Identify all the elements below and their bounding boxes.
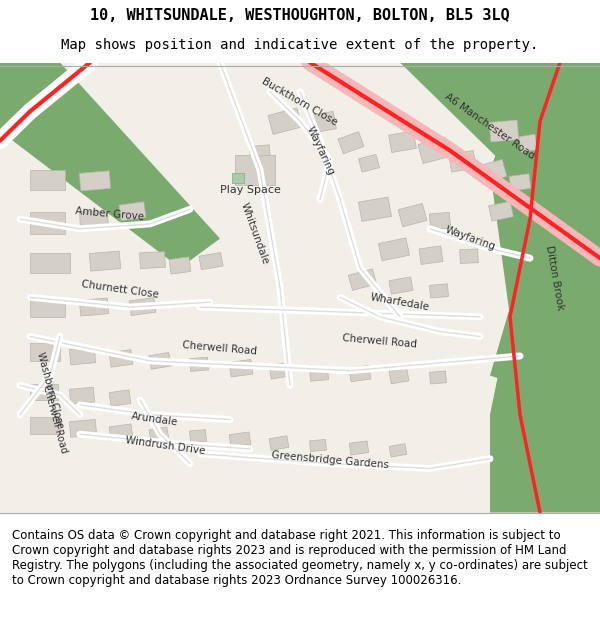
Text: Churnett Close: Churnett Close bbox=[80, 279, 160, 300]
Bar bbox=[109, 390, 131, 406]
Text: Contains OS data © Crown copyright and database right 2021. This information is : Contains OS data © Crown copyright and d… bbox=[12, 529, 588, 588]
Text: Cherwell Road: Cherwell Road bbox=[41, 384, 69, 455]
Bar bbox=[509, 174, 531, 191]
Bar bbox=[269, 362, 291, 379]
Bar bbox=[389, 368, 409, 384]
Bar bbox=[70, 419, 97, 437]
Text: Ditton Brook: Ditton Brook bbox=[544, 244, 566, 311]
Bar bbox=[430, 284, 449, 298]
Bar bbox=[389, 131, 416, 152]
Bar bbox=[30, 253, 70, 273]
Text: A6 Manchester Road: A6 Manchester Road bbox=[443, 91, 537, 161]
Text: Whitsundale: Whitsundale bbox=[239, 201, 271, 266]
Text: Cherwell Road: Cherwell Road bbox=[342, 333, 418, 349]
Bar bbox=[30, 384, 58, 400]
Bar bbox=[70, 347, 95, 365]
Bar bbox=[70, 388, 95, 404]
Bar bbox=[349, 269, 377, 291]
Bar bbox=[109, 424, 133, 441]
Bar bbox=[449, 151, 476, 172]
Polygon shape bbox=[380, 62, 600, 180]
Text: Windrush Drive: Windrush Drive bbox=[124, 436, 206, 456]
Bar bbox=[430, 213, 451, 229]
Bar bbox=[119, 202, 146, 221]
Text: Cherwell Road: Cherwell Road bbox=[182, 340, 258, 356]
Text: 10, WHITSUNDALE, WESTHOUGHTON, BOLTON, BL5 3LQ: 10, WHITSUNDALE, WESTHOUGHTON, BOLTON, B… bbox=[90, 8, 510, 23]
Bar bbox=[190, 357, 209, 371]
Text: Play Space: Play Space bbox=[220, 184, 280, 194]
Text: Amber Grove: Amber Grove bbox=[75, 206, 145, 222]
Bar bbox=[419, 246, 443, 264]
Text: Greensbridge Gardens: Greensbridge Gardens bbox=[271, 451, 389, 471]
Bar bbox=[30, 212, 65, 234]
Bar bbox=[418, 138, 450, 164]
Bar bbox=[30, 170, 65, 189]
Bar bbox=[358, 154, 380, 172]
Polygon shape bbox=[490, 62, 600, 512]
Bar bbox=[338, 132, 364, 154]
Bar bbox=[269, 436, 289, 451]
Bar bbox=[489, 120, 519, 142]
Bar bbox=[389, 277, 413, 294]
Bar bbox=[478, 159, 507, 182]
Bar bbox=[30, 299, 65, 317]
Bar bbox=[235, 156, 275, 185]
Bar bbox=[79, 298, 109, 316]
Bar bbox=[229, 432, 251, 447]
Bar bbox=[232, 173, 244, 183]
Text: Map shows position and indicative extent of the property.: Map shows position and indicative extent… bbox=[61, 38, 539, 52]
Bar bbox=[169, 257, 191, 274]
Bar bbox=[349, 366, 371, 382]
Bar bbox=[310, 367, 329, 381]
Bar bbox=[79, 171, 111, 191]
Polygon shape bbox=[530, 62, 600, 199]
Text: Arundale: Arundale bbox=[131, 411, 179, 428]
Bar bbox=[310, 439, 326, 451]
Polygon shape bbox=[490, 307, 540, 386]
Bar bbox=[268, 108, 302, 134]
Bar bbox=[229, 359, 253, 377]
Bar bbox=[488, 201, 514, 221]
Bar bbox=[190, 429, 206, 442]
Bar bbox=[460, 249, 478, 264]
Text: Washburn Close: Washburn Close bbox=[35, 351, 65, 429]
Bar bbox=[89, 251, 121, 271]
Text: Wharfedale: Wharfedale bbox=[370, 292, 430, 312]
Bar bbox=[149, 352, 171, 369]
Bar bbox=[149, 427, 169, 442]
Bar bbox=[519, 133, 543, 152]
Text: Buckthorn Close: Buckthorn Close bbox=[260, 76, 340, 128]
Bar bbox=[199, 253, 223, 270]
Bar bbox=[129, 298, 156, 316]
Bar bbox=[30, 343, 60, 361]
Bar bbox=[250, 145, 271, 161]
Text: Wayfaring: Wayfaring bbox=[443, 225, 497, 253]
Polygon shape bbox=[0, 62, 220, 268]
Bar bbox=[389, 444, 407, 457]
Bar bbox=[109, 349, 133, 367]
Bar bbox=[430, 371, 446, 384]
Bar bbox=[80, 211, 109, 229]
Bar bbox=[30, 417, 60, 434]
Bar bbox=[349, 441, 369, 455]
Bar bbox=[308, 111, 337, 133]
Bar bbox=[358, 197, 392, 221]
Bar bbox=[379, 238, 410, 261]
Bar bbox=[398, 204, 427, 227]
Bar bbox=[140, 252, 166, 269]
Text: Wayfaring: Wayfaring bbox=[304, 124, 336, 177]
